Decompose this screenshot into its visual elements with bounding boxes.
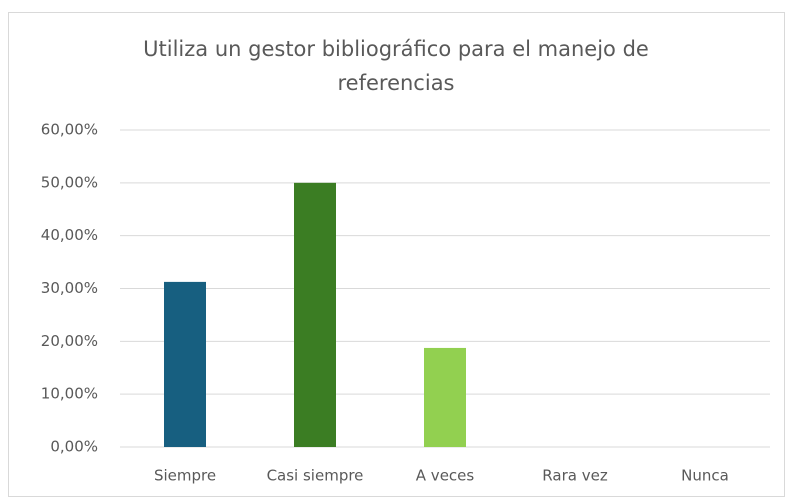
y-tick-label: 60,00% [41, 121, 98, 139]
chart-border [8, 12, 785, 497]
y-tick-label: 0,00% [50, 438, 98, 456]
bar [424, 347, 466, 447]
y-tick-label: 30,00% [41, 279, 98, 297]
bar [164, 281, 206, 447]
chart-title: Utiliza un gestor bibliográfico para el … [143, 37, 649, 95]
bar [294, 182, 336, 448]
x-tick-label: Siempre [154, 467, 216, 485]
y-tick-label: 20,00% [41, 332, 98, 350]
x-tick-label: A veces [416, 467, 475, 485]
x-tick-label: Casi siempre [267, 467, 364, 485]
x-tick-label: Rara vez [542, 467, 608, 485]
y-tick-label: 10,00% [41, 385, 98, 403]
x-tick-label: Nunca [681, 467, 729, 485]
y-tick-label: 50,00% [41, 173, 98, 191]
y-tick-label: 40,00% [41, 226, 98, 244]
